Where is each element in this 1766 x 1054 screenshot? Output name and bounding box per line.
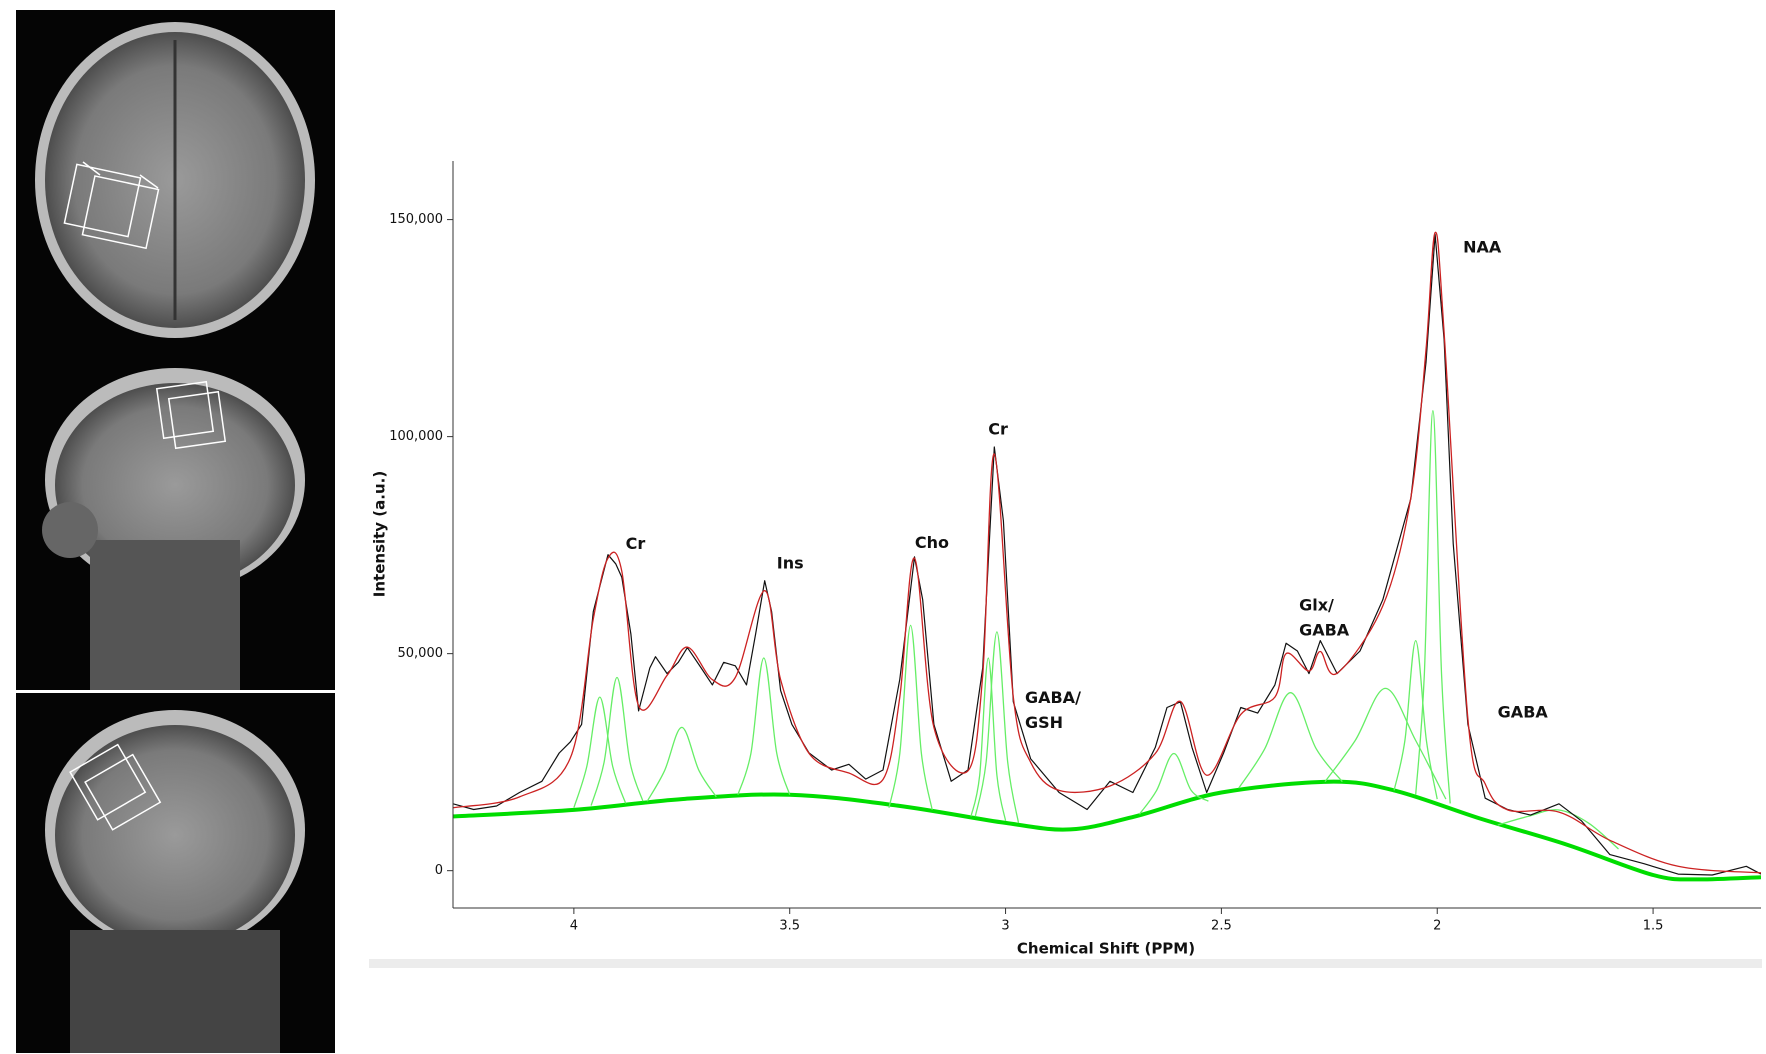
x-axis-label: Chemical Shift (PPM)	[1017, 940, 1195, 958]
x-tick-label: 3.5	[779, 919, 800, 934]
spectrum-line	[1238, 692, 1343, 789]
x-tick-label: 4	[570, 919, 578, 934]
x-tick-label: 2.5	[1211, 919, 1232, 934]
annotation: Glx/	[1299, 595, 1334, 614]
annotation: Ins	[777, 553, 804, 572]
plot-area	[453, 231, 1761, 882]
spectrum-line	[737, 657, 791, 795]
x-tick-label: 2	[1433, 919, 1441, 934]
mri-axial	[16, 10, 335, 349]
annotation: NAA	[1463, 237, 1502, 256]
scrollbar	[369, 959, 1762, 968]
mri-sagittal	[16, 349, 335, 690]
spectrum-line	[590, 676, 644, 806]
spectrum-line	[970, 657, 1007, 821]
annotation: GABA	[1299, 620, 1350, 639]
spectrum-line	[453, 779, 1761, 882]
y-tick-label: 150,000	[389, 212, 443, 227]
y-tick-label: 100,000	[389, 429, 443, 444]
spectrum-line	[1138, 752, 1209, 815]
annotation: Cr	[988, 420, 1008, 439]
annotation: GSH	[1025, 713, 1063, 732]
annotation: GABA	[1498, 703, 1549, 722]
spectrum-line	[1393, 639, 1438, 800]
annotation: GABA/	[1025, 688, 1081, 707]
spectrum-line	[888, 624, 933, 811]
y-tick-label: 0	[435, 863, 443, 878]
spectrum-line	[573, 696, 627, 808]
mri-coronal	[16, 693, 335, 1053]
spectrum-line	[1497, 809, 1619, 850]
spectrum-line	[1415, 409, 1451, 804]
annotation: Cho	[915, 533, 949, 552]
spectrum-line	[646, 726, 717, 802]
annotation: Cr	[626, 534, 646, 553]
spectrum-line	[974, 631, 1020, 824]
spectrum-line	[1324, 687, 1447, 800]
y-tick-label: 50,000	[398, 646, 444, 661]
spectrum-line	[453, 231, 1761, 874]
x-tick-label: 3	[1001, 919, 1009, 934]
x-tick-label: 1.5	[1643, 919, 1664, 934]
spectrum-line	[453, 233, 1761, 876]
y-axis-label: Intensity (a.u.)	[371, 471, 389, 597]
